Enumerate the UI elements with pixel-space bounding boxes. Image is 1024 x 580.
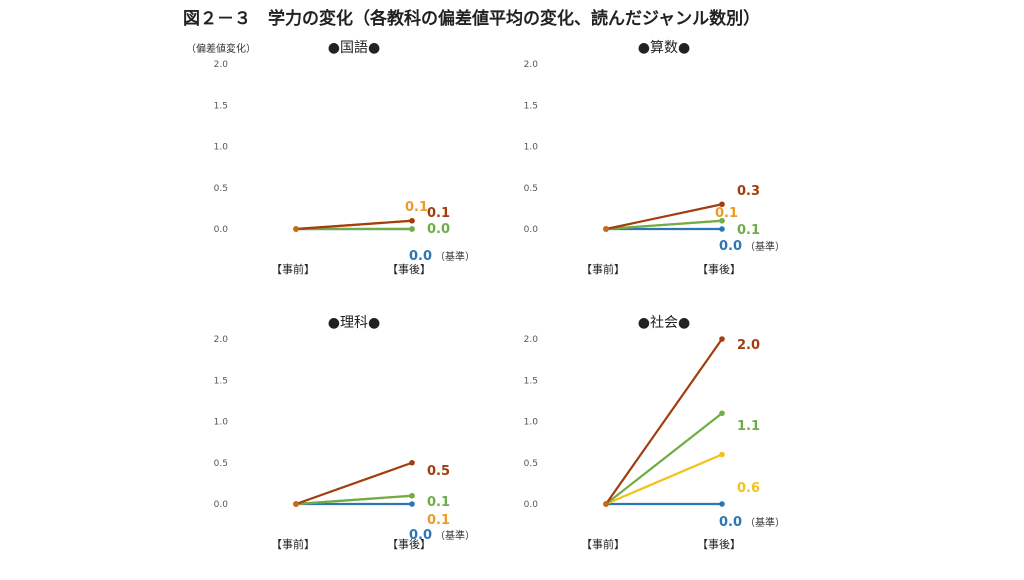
y-tick-label: 2.0	[524, 335, 539, 345]
data-label: 0.5	[427, 464, 450, 479]
x-category-label: 【事前】	[581, 262, 625, 276]
y-tick-label: 0.5	[524, 459, 538, 469]
chart-rika: ●理科●2.01.51.00.50.0【事前】 【事後】0.0 （基準）0.10.1…	[214, 315, 475, 551]
y-tick-label: 0.5	[524, 184, 538, 194]
series-line	[294, 219, 414, 231]
x-category-label: 【事後】	[387, 262, 431, 276]
data-point-start	[603, 226, 609, 232]
data-point	[719, 226, 725, 232]
series-line	[604, 453, 724, 506]
data-point	[409, 459, 415, 466]
x-category-label: 【事前】	[271, 537, 315, 551]
y-tick-label: 0.5	[214, 459, 228, 469]
data-point-start	[293, 226, 299, 232]
data-label: 0.0 （基準）	[719, 515, 785, 530]
x-category-label: 【事前】	[271, 262, 315, 276]
x-category-label: 【事後】	[697, 262, 741, 276]
data-point	[409, 501, 415, 507]
data-label: 0.6	[737, 481, 760, 496]
base-note: （基準）	[745, 516, 785, 529]
series-line	[604, 337, 724, 506]
y-axis-unit-label: （偏差値変化）	[186, 44, 256, 55]
x-category-label: 【事後】	[697, 537, 741, 551]
data-label: 0.3	[737, 184, 760, 199]
chart-title: ●社会●	[638, 315, 690, 331]
y-tick-label: 1.5	[524, 376, 538, 386]
y-tick-label: 1.0	[214, 418, 229, 428]
series-line	[294, 494, 414, 506]
series-line	[604, 203, 724, 231]
series-line	[604, 219, 724, 231]
chart-kokugo: ●国語●2.01.51.00.50.0【事前】 【事後】0.0 （基準）0.10.0…	[214, 40, 475, 276]
base-note: （基準）	[435, 250, 475, 263]
data-point-start	[603, 501, 609, 507]
data-label: 0.0 （基準）	[409, 249, 475, 264]
chart-title: ●国語●	[328, 40, 380, 56]
series-line	[294, 461, 414, 506]
data-label: 0.1	[427, 206, 450, 221]
data-label: 1.1	[737, 419, 760, 434]
y-tick-label: 1.5	[524, 101, 538, 111]
data-label: 0.1	[427, 513, 450, 528]
data-point	[409, 217, 415, 224]
data-label: 0.0 （基準）	[719, 239, 785, 254]
data-label: 0.1	[715, 206, 738, 221]
data-point	[719, 217, 725, 224]
chart-title: ●理科●	[328, 315, 380, 331]
data-point	[719, 410, 725, 417]
figure-title: 図２－３ 学力の変化（各教科の偏差値平均の変化、読んだジャンル数別）	[183, 9, 761, 29]
y-tick-label: 0.0	[214, 500, 229, 510]
data-point-start	[293, 501, 299, 507]
chart-shakai: ●社会● 2.0 1.5 1.0 0.5 0.0 【事前】 【事後】 0.0 （基準） 0.6 1.1…	[524, 315, 785, 551]
data-label: 0.1	[405, 200, 428, 215]
data-point	[719, 201, 725, 208]
data-point	[409, 226, 415, 232]
data-point	[409, 492, 415, 499]
y-tick-label: 1.0	[524, 143, 539, 153]
chart-title: ●算数●	[638, 40, 690, 56]
data-label: 0.0 （基準）	[409, 528, 475, 543]
data-point	[719, 501, 725, 507]
y-tick-label: 1.0	[524, 418, 539, 428]
y-tick-label: 1.5	[214, 101, 228, 111]
data-label: 2.0	[737, 338, 760, 353]
base-note: （基準）	[745, 240, 785, 253]
series-line	[604, 412, 724, 506]
base-note: （基準）	[435, 529, 475, 542]
chart-sansu: ●算数●2.01.51.00.50.0【事前】 【事後】0.0 （基準）0.10.1…	[524, 40, 785, 276]
data-point	[719, 451, 725, 458]
y-tick-label: 0.0	[214, 225, 229, 235]
x-category-label: 【事後】	[387, 537, 431, 551]
y-tick-label: 1.5	[214, 376, 228, 386]
y-tick-label: 2.0	[214, 60, 229, 70]
data-label: 0.1	[427, 495, 450, 510]
data-label: 0.1	[737, 223, 760, 238]
y-tick-label: 0.0	[524, 500, 539, 510]
data-label: 0.0	[427, 222, 450, 237]
y-tick-label: 2.0	[214, 335, 229, 345]
y-tick-label: 1.0	[214, 143, 229, 153]
y-tick-label: 0.0	[524, 225, 539, 235]
y-tick-label: 0.5	[214, 184, 228, 194]
data-point	[719, 336, 725, 342]
y-tick-label: 2.0	[524, 60, 539, 70]
x-category-label: 【事前】	[581, 537, 625, 551]
